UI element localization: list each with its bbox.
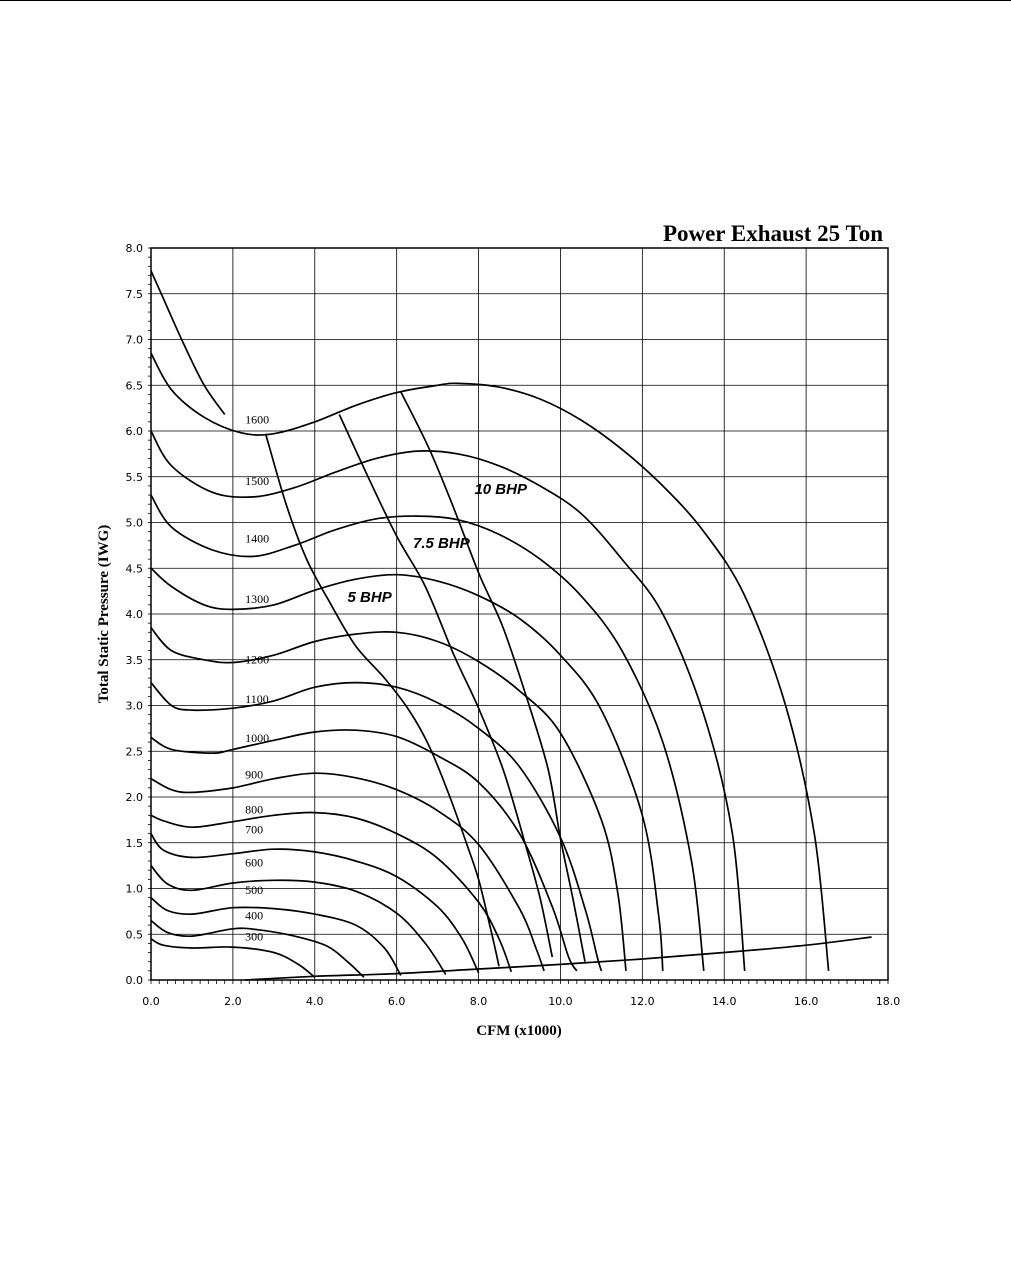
bhp-curve-5-bhp — [264, 433, 500, 967]
rpm-label-600: 600 — [245, 856, 263, 870]
rpm-label-700: 700 — [245, 823, 263, 837]
x-tick-label: 14.0 — [712, 995, 737, 1008]
x-tick-label: 6.0 — [388, 995, 406, 1008]
rpm-curve-700 — [150, 833, 480, 974]
x-tick-label: 0.0 — [142, 995, 160, 1008]
rpm-label-1600: 1600 — [245, 413, 269, 427]
x-tick-label: 18.0 — [876, 995, 901, 1008]
x-tick-label: 10.0 — [548, 995, 573, 1008]
y-tick-label: 3.5 — [126, 654, 144, 667]
rpm-label-1300: 1300 — [245, 592, 269, 606]
rpm-label-900: 900 — [245, 768, 263, 782]
y-tick-label: 0.5 — [126, 928, 144, 941]
y-tick-label: 8.0 — [126, 242, 144, 255]
rpm-label-300: 300 — [245, 930, 263, 944]
rpm-curve-900 — [150, 772, 545, 972]
y-tick-label: 1.5 — [126, 837, 144, 850]
rpm-curve-1500 — [150, 430, 746, 971]
rpm-curve-1400 — [150, 494, 705, 971]
rpm-curve-1200 — [150, 627, 627, 971]
rpm-curve-500 — [150, 896, 402, 976]
y-tick-label: 2.5 — [126, 745, 144, 758]
rpm-curve-300 — [150, 938, 316, 978]
y-axis-title: Total Static Pressure (IWG) — [96, 525, 112, 703]
rpm-curve — [150, 270, 226, 415]
y-tick-label: 1.0 — [126, 883, 144, 896]
y-tick-label: 6.5 — [126, 379, 144, 392]
rpm-label-800: 800 — [245, 802, 263, 816]
rpm-label-500: 500 — [245, 883, 263, 897]
rpm-label-1200: 1200 — [245, 652, 269, 666]
chart-title: Power Exhaust 25 Ton — [663, 221, 883, 246]
plot-frame — [150, 247, 889, 981]
y-tick-label: 5.5 — [126, 471, 144, 484]
rpm-curves — [150, 270, 830, 978]
curve-labels: 300 400 500 600 700 800 900 1000 1100 1200 1300 140… — [245, 413, 528, 944]
rpm-label-1000: 1000 — [245, 731, 269, 745]
y-axis-ticks: 0.0 0.5 1.0 1.5 2.0 2.5 3.0 3.5 4.0 4.5 5.0 5.5 6.0 6… — [126, 242, 151, 987]
rpm-label-400: 400 — [245, 909, 263, 923]
rpm-curve-600 — [150, 865, 447, 975]
x-tick-label: 2.0 — [224, 995, 242, 1008]
rpm-curve-1100 — [150, 681, 603, 972]
rpm-label-1400: 1400 — [245, 532, 269, 546]
x-axis-ticks: 0.0 2.0 4.0 6.0 8.0 10.0 12.0 14.0 16.0 18.0 — [142, 980, 900, 1008]
y-tick-label: 7.5 — [126, 288, 144, 301]
bhp-curve-7-5-bhp — [338, 414, 554, 958]
y-tick-label: 7.0 — [126, 334, 144, 347]
rpm-label-1500: 1500 — [245, 474, 269, 488]
y-tick-label: 2.0 — [126, 791, 144, 804]
y-tick-label: 4.5 — [126, 562, 144, 575]
bhp-label-7-5-bhp: 7.5 BHP — [413, 535, 471, 552]
rpm-curve-400 — [150, 919, 365, 978]
x-tick-label: 4.0 — [306, 995, 324, 1008]
y-tick-label: 6.0 — [126, 425, 144, 438]
y-tick-label: 5.0 — [126, 517, 144, 530]
x-tick-label: 16.0 — [794, 995, 819, 1008]
rpm-curve-1300 — [150, 567, 664, 971]
chart-grid — [150, 247, 889, 981]
rpm-curve-1000 — [150, 729, 578, 972]
bhp-label-5-bhp: 5 BHP — [348, 589, 393, 606]
x-tick-label: 12.0 — [630, 995, 655, 1008]
bhp-curve-10-bhp — [400, 391, 586, 962]
rpm-curve-1600 — [150, 352, 830, 971]
system-line — [245, 936, 872, 981]
rpm-label-1100: 1100 — [245, 692, 269, 706]
system-resistance-line — [245, 936, 872, 981]
page-top-rule — [0, 0, 1011, 1]
x-tick-label: 8.0 — [470, 995, 488, 1008]
rpm-curve-800 — [150, 811, 513, 973]
bhp-label-10-bhp: 10 BHP — [474, 481, 528, 498]
y-tick-label: 0.0 — [126, 974, 144, 987]
bhp-curves — [264, 391, 586, 967]
y-tick-label: 3.0 — [126, 700, 144, 713]
x-axis-title: CFM (x1000) — [476, 1023, 561, 1039]
y-tick-label: 4.0 — [126, 608, 144, 621]
